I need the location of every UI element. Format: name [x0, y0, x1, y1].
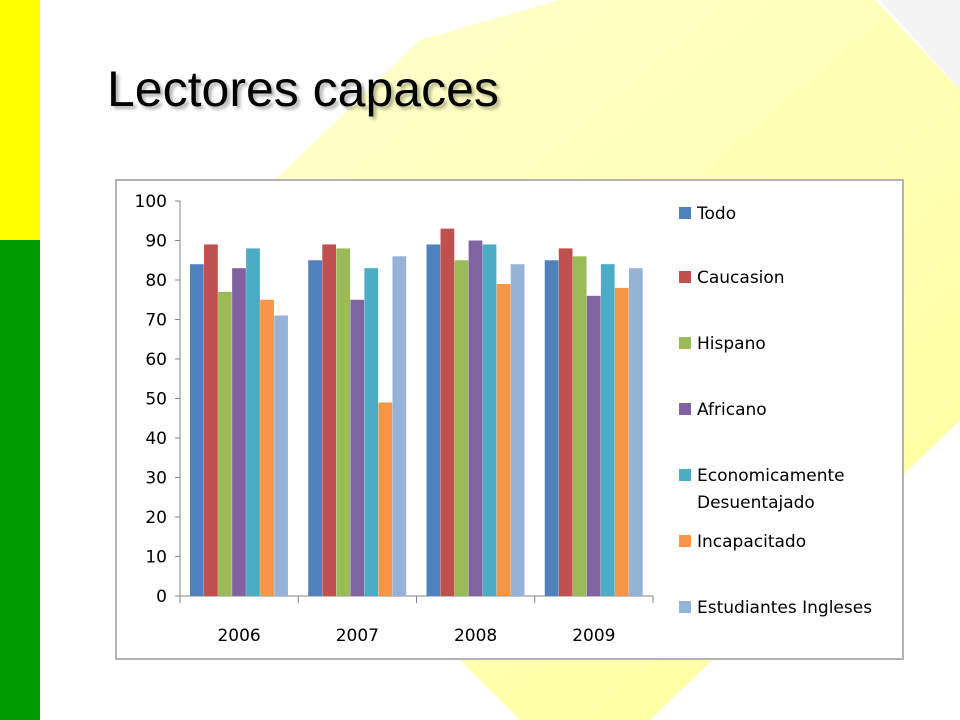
- bar-todo-2009: [544, 260, 559, 596]
- legend-label-line: Economicamente: [697, 466, 845, 486]
- bar-caucasion-2008: [440, 228, 455, 596]
- legend-swatch: [679, 337, 691, 349]
- bar-caucasion-2009: [558, 248, 573, 596]
- legend-label: Hispano: [697, 334, 766, 354]
- legend-label: Todo: [696, 204, 736, 224]
- bar-estudiantes-ingleses-2006: [274, 315, 288, 596]
- bar-estudiantes-ingleses-2007: [392, 256, 407, 596]
- y-tick-label: 100: [135, 192, 167, 212]
- legend-label: Incapacitado: [697, 532, 806, 552]
- y-tick-label: 50: [145, 390, 167, 410]
- legend-swatch: [679, 207, 691, 219]
- y-tick-label: 0: [156, 587, 167, 607]
- y-tick-label: 80: [145, 271, 167, 291]
- bar-caucasion-2006: [204, 244, 218, 596]
- bar-africano-2006: [232, 268, 246, 596]
- y-tick-label: 20: [145, 508, 167, 528]
- x-tick-label: 2009: [572, 626, 615, 646]
- bar-incapacitado-2007: [378, 402, 393, 596]
- bar-hispano-2008: [454, 260, 469, 596]
- y-tick-label: 10: [145, 548, 167, 568]
- bar-africano-2009: [586, 295, 601, 596]
- bar-hispano-2007: [336, 248, 351, 596]
- y-tick-label: 30: [145, 469, 167, 489]
- bar-todo-2008: [426, 244, 441, 596]
- bar-hispano-2006: [218, 291, 232, 596]
- bar-todo-2006: [190, 264, 204, 596]
- x-tick-label: 2007: [336, 626, 379, 646]
- x-tick-label: 2006: [217, 626, 260, 646]
- legend-swatch: [679, 469, 691, 481]
- legend-label: Estudiantes Ingleses: [697, 598, 872, 618]
- y-tick-label: 70: [145, 311, 167, 331]
- slide-title: Lectores capaces: [107, 61, 499, 117]
- bar-hispano-2009: [572, 256, 587, 596]
- legend-swatch: [679, 403, 691, 415]
- bar-economicamente-desuentajado-2007: [364, 268, 379, 596]
- bar-africano-2007: [350, 299, 365, 596]
- chart-frame: 0 10 20 30 40 50 60 70 80 90 100 2006 2007 2008 2009 To…: [115, 179, 904, 660]
- bar-caucasion-2007: [322, 244, 337, 596]
- legend-swatch: [679, 601, 691, 613]
- bar-economicamente-desuentajado-2009: [600, 264, 615, 596]
- legend-swatch: [679, 535, 691, 547]
- legend-label-line: Desuentajado: [697, 493, 815, 513]
- bar-incapacitado-2006: [260, 299, 274, 596]
- bar-economicamente-desuentajado-2008: [482, 244, 497, 596]
- bar-todo-2007: [308, 260, 322, 596]
- bar-africano-2008: [468, 240, 483, 596]
- legend-label: Caucasion: [697, 268, 785, 288]
- bar-incapacitado-2009: [614, 287, 629, 596]
- legend-swatch: [679, 271, 691, 283]
- y-tick-label: 40: [145, 429, 167, 449]
- y-tick-label: 90: [145, 232, 167, 252]
- y-tick-label: 60: [145, 350, 167, 370]
- legend-label: Economicamente Desuentajado: [697, 466, 845, 513]
- bar-chart: 0 10 20 30 40 50 60 70 80 90 100 2006 2007 2008 2009 To…: [135, 192, 873, 646]
- legend-label: Africano: [697, 400, 767, 420]
- bar-economicamente-desuentajado-2006: [246, 248, 260, 596]
- yellow-side-stripe: [0, 0, 40, 240]
- x-tick-label: 2008: [454, 626, 497, 646]
- bar-incapacitado-2008: [496, 283, 511, 596]
- green-side-stripe: [0, 240, 40, 720]
- bar-estudiantes-ingleses-2008: [510, 264, 525, 596]
- bar-estudiantes-ingleses-2009: [628, 268, 643, 596]
